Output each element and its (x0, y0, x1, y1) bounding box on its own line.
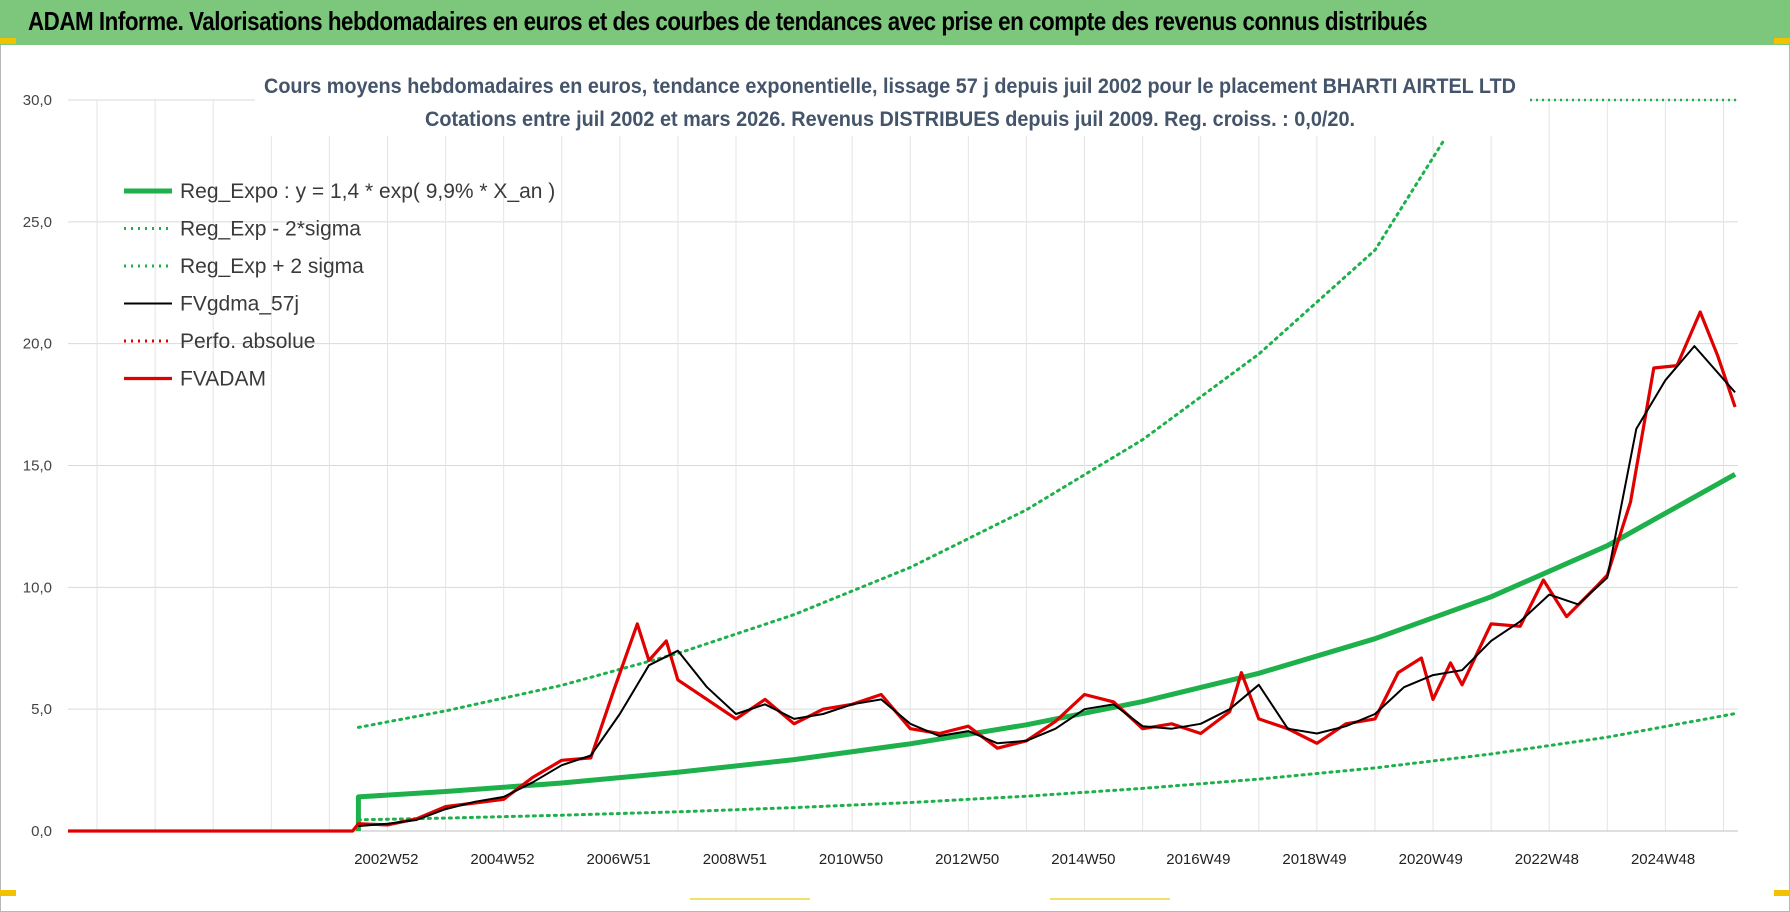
chart-subtitle: Cotations entre juil 2002 et mars 2026. … (425, 108, 1355, 131)
x-tick-label: 2018W49 (1282, 851, 1346, 868)
title-banner: ADAM Informe. Valorisations hebdomadaire… (0, 0, 1790, 45)
series-line-reg-expo (355, 472, 1737, 831)
series-line-fvgdma-57j (358, 345, 1736, 828)
series (68, 98, 1737, 833)
x-tick-label: 2002W52 (354, 851, 418, 868)
x-tick-label: 2022W48 (1515, 851, 1579, 868)
chart-title: Cours moyens hebdomadaires en euros, ten… (264, 75, 1516, 98)
banner-title: ADAM Informe. Valorisations hebdomadaire… (28, 6, 1428, 36)
series-line-fvadam (68, 310, 1737, 833)
legend-label: Perfo. absolue (180, 330, 315, 353)
legend-label: FVADAM (180, 368, 266, 391)
series-line-reg-exp (356, 712, 1737, 822)
series-line-reg-exp (356, 137, 1447, 729)
corner-marker-bottom-left (0, 890, 16, 896)
legend-label: Reg_Exp + 2 sigma (180, 255, 364, 278)
x-tick-label: 2004W52 (470, 851, 534, 868)
x-tick-label: 2010W50 (819, 851, 883, 868)
x-tick-label: 2024W48 (1631, 851, 1695, 868)
legend-label: FVgdma_57j (180, 293, 299, 316)
x-tick-label: 2016W49 (1166, 851, 1230, 868)
legend: Reg_Expo : y = 1,4 * exp( 9,9% * X_an ) R… (124, 180, 555, 391)
x-tick-label: 2020W49 (1399, 851, 1463, 868)
x-tick-label: 2008W51 (703, 851, 767, 868)
y-tick-label: 5,0 (31, 701, 52, 718)
y-tick-label: 10,0 (23, 579, 52, 596)
x-tick-label: 2014W50 (1051, 851, 1115, 868)
x-axis-ticks: 2002W52 2004W52 2006W51 2008W51 2010W50 2012W… (354, 851, 1695, 868)
grid (68, 99, 1738, 832)
legend-label: Reg_Expo : y = 1,4 * exp( 9,9% * X_an ) (180, 180, 555, 203)
corner-marker-top-left (0, 38, 16, 44)
x-tick-label: 2012W50 (935, 851, 999, 868)
y-axis-ticks: 0,0 5,0 10,0 15,0 20,0 25,0 30,0 (23, 92, 52, 840)
corner-marker-top-right (1774, 38, 1790, 44)
corner-marker-bottom-right (1774, 890, 1790, 896)
x-tick-label: 2006W51 (587, 851, 651, 868)
y-tick-label: 25,0 (23, 214, 52, 231)
subtitle-background (255, 66, 1530, 136)
y-tick-label: 30,0 (23, 92, 52, 109)
y-tick-label: 0,0 (31, 823, 52, 840)
legend-label: Reg_Exp - 2*sigma (180, 218, 361, 241)
y-tick-label: 20,0 (23, 336, 52, 353)
y-tick-label: 15,0 (23, 458, 52, 475)
